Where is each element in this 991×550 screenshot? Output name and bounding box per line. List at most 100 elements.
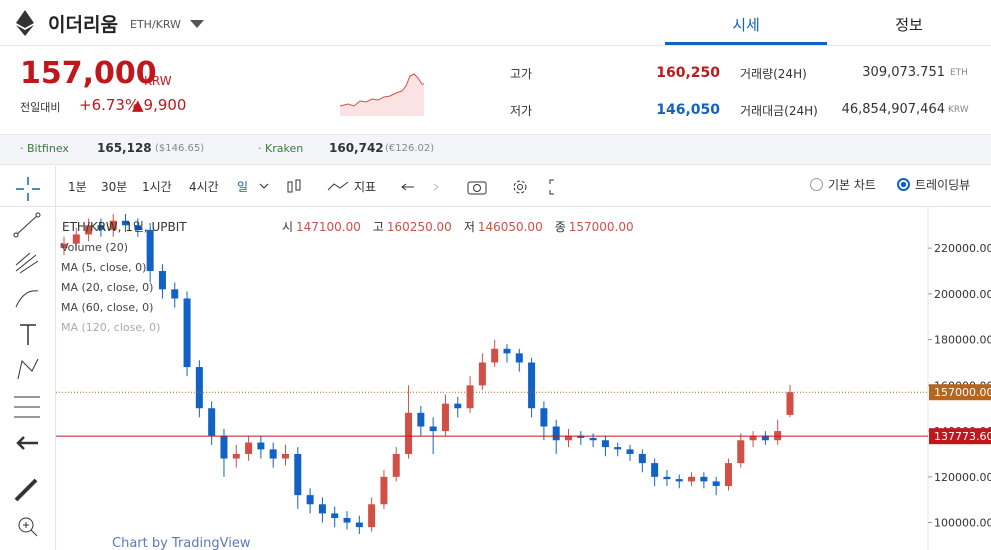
candle-body	[786, 392, 794, 415]
toolbar	[0, 166, 991, 207]
candle-body	[528, 362, 536, 409]
chart-title: ETH/KRW, 1일, UPBIT	[62, 220, 187, 234]
candle-body	[122, 220, 130, 226]
candle-body	[318, 504, 326, 514]
interval[interactable]: 30분	[101, 180, 128, 194]
candle-body	[441, 403, 449, 432]
ohlc-value: 146050.00	[478, 220, 543, 234]
candle-body	[281, 453, 289, 459]
change-amount: ▲9,900	[132, 96, 187, 114]
exchange-name: · Kraken	[258, 142, 304, 155]
candle-body	[724, 463, 732, 486]
candle-body	[601, 440, 609, 448]
interval[interactable]: 일	[237, 180, 249, 194]
chart: ETH/KRW, 1일, UPBIT Chart by TradingView …	[56, 207, 991, 550]
candle-body	[638, 453, 646, 464]
ohlc-value: 147100.00	[296, 220, 361, 234]
ohlc-label: 저	[464, 220, 475, 234]
indicator-label: MA (120, close, 0)	[61, 321, 160, 334]
candle-body	[552, 426, 560, 441]
candle-body	[515, 353, 523, 363]
mode-label: 기본 차트	[828, 178, 876, 192]
indicator-label: Volume (20)	[61, 241, 128, 254]
candle-body	[700, 476, 708, 482]
candle-body	[737, 440, 745, 464]
candle-body	[85, 225, 93, 235]
stat-unit: ETH	[950, 68, 968, 78]
candle-body	[466, 385, 474, 409]
candle-body	[60, 243, 68, 249]
candle-body	[429, 426, 437, 432]
stat-label: 거래량(24H)	[740, 67, 807, 81]
y-tick-label: 100000.00	[934, 517, 991, 530]
mode-label: 트레이딩뷰	[915, 178, 971, 192]
stat-value: 46,854,907,464	[841, 102, 945, 117]
exchange-name: · Bitfinex	[20, 142, 69, 155]
candle-body	[72, 234, 80, 244]
candle-body	[294, 453, 302, 496]
candle-body	[478, 362, 486, 386]
exchange-name: Bitfinex	[27, 142, 69, 155]
candle-body	[109, 220, 117, 230]
candle-body	[749, 435, 757, 441]
candle-body	[392, 453, 400, 477]
ohlc-value: 157000.00	[569, 220, 634, 234]
candle-body	[380, 476, 388, 505]
ohlc-value: 160250.00	[387, 220, 452, 234]
eth-icon	[16, 10, 34, 36]
tab[interactable]: 시세	[732, 16, 760, 34]
candle-body	[712, 481, 720, 486]
candle-body	[208, 408, 216, 436]
candle-body	[171, 289, 179, 299]
ohlc-label: 고	[373, 220, 384, 234]
exchange-ref: ($146.65)	[155, 143, 205, 154]
candle-body	[134, 225, 142, 230]
price-badge	[929, 428, 991, 445]
tab-underline	[665, 42, 827, 45]
interval[interactable]: 1시간	[142, 180, 172, 194]
price-label: 157000.00	[934, 386, 991, 399]
drawing-tools	[13, 177, 41, 537]
candle-body	[626, 449, 634, 454]
candle-body	[614, 447, 622, 450]
candle-body	[761, 435, 769, 441]
candle-body	[540, 408, 548, 427]
candle-body	[257, 442, 265, 450]
candle-body	[220, 435, 228, 459]
interval[interactable]: 1분	[68, 180, 87, 194]
candle-body	[158, 271, 166, 290]
pair: ETH/KRW	[130, 18, 181, 31]
stat-value: 146,050	[656, 102, 720, 118]
candle-body	[269, 449, 277, 459]
candle-body	[245, 442, 253, 454]
tab[interactable]: 정보	[895, 16, 923, 34]
candle-body	[503, 348, 511, 354]
indicator-label: MA (60, close, 0)	[61, 301, 153, 314]
price-label: 137773.60	[934, 430, 991, 443]
stat-value: 160,250	[656, 65, 720, 81]
exchange-name: Kraken	[265, 142, 304, 155]
candle-body	[405, 412, 413, 454]
interval[interactable]: 4시간	[189, 180, 219, 194]
price: 157,000	[20, 56, 157, 91]
candle-body	[774, 431, 782, 441]
candle-body	[183, 298, 191, 368]
candle-body	[491, 348, 499, 363]
mode[interactable]: 트레이딩뷰	[897, 176, 970, 193]
sparkline	[340, 73, 424, 116]
stat-label: 거래대금(24H)	[740, 104, 818, 118]
candle-body	[368, 504, 376, 528]
dropdown[interactable]	[190, 20, 204, 28]
candle-body	[146, 229, 154, 272]
indicator-button[interactable]: 지표	[354, 180, 377, 194]
y-tick-label: 120000.00	[934, 471, 991, 484]
candle-body	[651, 463, 659, 477]
credit: Chart by TradingView	[112, 536, 251, 550]
mode[interactable]: 기본 차트	[810, 176, 876, 193]
price-badge	[929, 384, 991, 401]
toolbar-icons	[259, 179, 554, 195]
candle-body	[663, 476, 671, 480]
indicator-label: MA (20, close, 0)	[61, 281, 153, 294]
change-rate: +6.73%	[79, 96, 140, 114]
